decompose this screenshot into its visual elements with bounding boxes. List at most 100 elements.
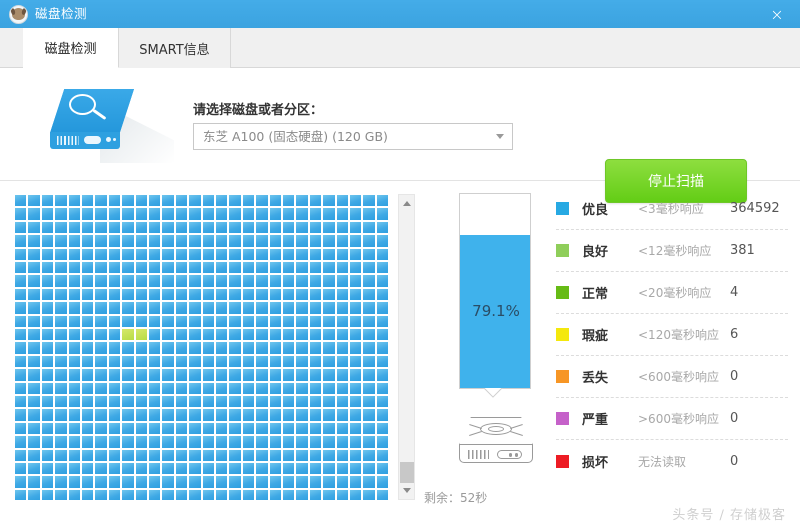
sector-cell[interactable]	[162, 329, 174, 341]
sector-cell[interactable]	[55, 235, 67, 247]
sector-cell[interactable]	[55, 422, 67, 435]
sector-cell[interactable]	[229, 235, 241, 247]
sector-cell[interactable]	[363, 476, 375, 488]
sector-cell[interactable]	[189, 342, 201, 354]
sector-cell[interactable]	[149, 275, 161, 287]
sector-cell[interactable]	[376, 409, 389, 421]
sector-cell[interactable]	[350, 208, 362, 220]
sector-cell[interactable]	[108, 262, 121, 274]
sector-cell[interactable]	[309, 449, 322, 461]
sector-cell[interactable]	[162, 248, 174, 260]
sector-cell[interactable]	[309, 342, 322, 354]
sector-cell[interactable]	[350, 355, 362, 368]
sector-cell[interactable]	[55, 302, 67, 314]
sector-cell[interactable]	[202, 302, 214, 314]
sector-cell[interactable]	[296, 235, 308, 247]
sector-cell[interactable]	[216, 235, 228, 247]
sector-cell[interactable]	[135, 302, 147, 314]
sector-cell[interactable]	[108, 302, 121, 314]
sector-cell[interactable]	[55, 208, 67, 220]
sector-cell[interactable]	[68, 302, 80, 314]
sector-cell[interactable]	[376, 208, 389, 220]
sector-cell[interactable]	[28, 489, 40, 500]
sector-cell[interactable]	[175, 275, 188, 287]
sector-cell[interactable]	[323, 275, 335, 287]
sector-cell[interactable]	[55, 396, 67, 408]
sector-cell[interactable]	[28, 315, 40, 327]
sector-cell[interactable]	[309, 463, 322, 475]
sector-cell[interactable]	[15, 422, 27, 435]
stop-scan-button[interactable]: 停止扫描	[605, 159, 747, 203]
sector-cell[interactable]	[135, 195, 147, 207]
sector-cell[interactable]	[296, 476, 308, 488]
sector-cell[interactable]	[149, 315, 161, 327]
sector-cell[interactable]	[269, 235, 281, 247]
sector-cell[interactable]	[296, 208, 308, 220]
sector-cell[interactable]	[283, 422, 295, 435]
sector-cell[interactable]	[82, 382, 94, 394]
sector-cell[interactable]	[189, 195, 201, 207]
chevron-down-icon[interactable]	[399, 482, 414, 499]
sector-cell[interactable]	[135, 275, 147, 287]
sector-cell[interactable]	[269, 355, 281, 368]
sector-cell[interactable]	[216, 489, 228, 500]
sector-cell[interactable]	[363, 208, 375, 220]
sector-cell[interactable]	[350, 463, 362, 475]
sector-cell[interactable]	[269, 275, 281, 287]
sector-cell[interactable]	[242, 355, 255, 368]
sector-cell[interactable]	[162, 355, 174, 368]
sector-cell[interactable]	[323, 409, 335, 421]
sector-cell[interactable]	[269, 262, 281, 274]
sector-cell[interactable]	[283, 235, 295, 247]
sector-cell[interactable]	[296, 342, 308, 354]
sector-cell[interactable]	[256, 355, 268, 368]
sector-cell[interactable]	[309, 288, 322, 301]
sector-cell[interactable]	[216, 355, 228, 368]
sector-cell[interactable]	[162, 436, 174, 448]
sector-cell[interactable]	[309, 195, 322, 207]
sector-cell[interactable]	[135, 315, 147, 327]
sector-cell[interactable]	[189, 369, 201, 381]
sector-cell[interactable]	[175, 382, 188, 394]
sector-cell[interactable]	[162, 262, 174, 274]
sector-cell[interactable]	[149, 329, 161, 341]
sector-cell[interactable]	[189, 355, 201, 368]
sector-cell[interactable]	[350, 235, 362, 247]
sector-cell[interactable]	[216, 436, 228, 448]
sector-cell[interactable]	[95, 449, 107, 461]
sector-cell[interactable]	[149, 208, 161, 220]
sector-cell[interactable]	[363, 315, 375, 327]
sector-cell[interactable]	[82, 315, 94, 327]
sector-cell[interactable]	[363, 489, 375, 500]
sector-cell[interactable]	[336, 221, 348, 234]
sector-cell[interactable]	[175, 262, 188, 274]
sector-cell[interactable]	[149, 288, 161, 301]
sector-cell[interactable]	[95, 262, 107, 274]
sector-cell[interactable]	[55, 195, 67, 207]
sector-cell[interactable]	[15, 409, 27, 421]
sector-cell[interactable]	[108, 208, 121, 220]
sector-cell[interactable]	[242, 396, 255, 408]
sector-cell[interactable]	[363, 235, 375, 247]
sector-cell[interactable]	[122, 369, 134, 381]
sector-cell[interactable]	[336, 449, 348, 461]
sector-cell[interactable]	[175, 288, 188, 301]
sector-cell[interactable]	[350, 302, 362, 314]
sector-cell[interactable]	[363, 463, 375, 475]
sector-cell[interactable]	[122, 355, 134, 368]
sector-cell[interactable]	[229, 195, 241, 207]
sector-cell[interactable]	[256, 476, 268, 488]
sector-cell[interactable]	[283, 436, 295, 448]
sector-cell[interactable]	[216, 329, 228, 341]
sector-cell[interactable]	[189, 288, 201, 301]
sector-cell[interactable]	[376, 195, 389, 207]
sector-cell[interactable]	[376, 248, 389, 260]
sector-cell[interactable]	[350, 248, 362, 260]
sector-cell[interactable]	[350, 476, 362, 488]
sector-cell[interactable]	[216, 275, 228, 287]
sector-cell[interactable]	[202, 422, 214, 435]
sector-cell[interactable]	[256, 369, 268, 381]
sector-cell[interactable]	[309, 422, 322, 435]
sector-cell[interactable]	[269, 288, 281, 301]
sector-cell[interactable]	[68, 235, 80, 247]
